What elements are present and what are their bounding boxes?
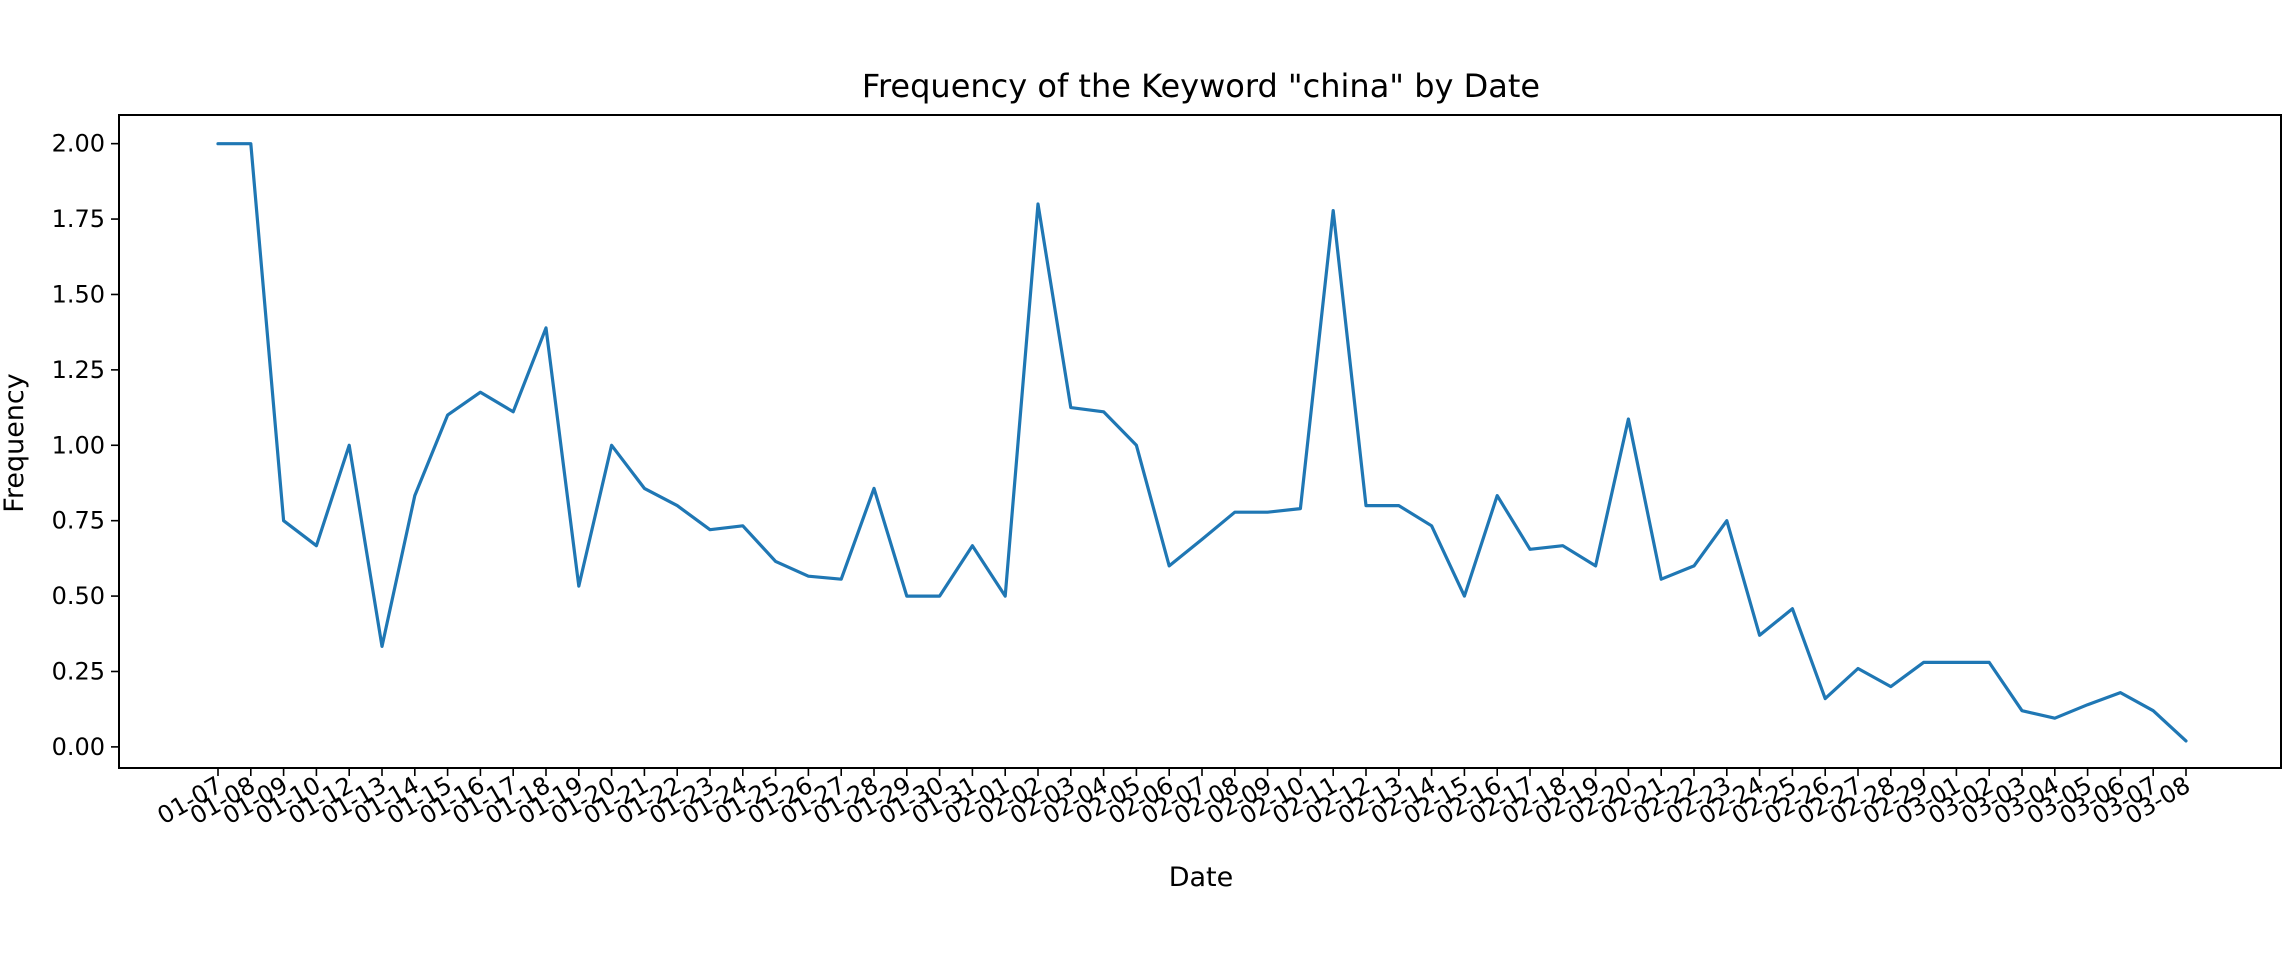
y-tick-label: 0.50: [52, 582, 105, 610]
y-axis: 0.00 0.25 0.50 0.75 1.00 1.25 1.50 1.75 2.00: [52, 130, 119, 761]
y-tick-label: 1.75: [52, 205, 105, 233]
y-tick-label: 1.00: [52, 431, 105, 459]
x-axis-label: Date: [1169, 862, 1234, 893]
y-tick-label: 0.25: [52, 657, 105, 685]
y-tick-label: 1.50: [52, 280, 105, 308]
y-tick-label: 1.25: [52, 356, 105, 384]
y-axis-label: Frequency: [0, 373, 30, 513]
y-tick-label: 2.00: [52, 130, 105, 158]
x-axis: 01-0701-0801-0901-1001-1201-1301-1401-15…: [153, 768, 2195, 830]
plot-area-frame: [118, 114, 2282, 769]
chart-title: Frequency of the Keyword "china" by Date: [862, 67, 1540, 105]
y-tick-label: 0.00: [52, 733, 105, 761]
y-tick-label: 0.75: [52, 507, 105, 535]
series-line: [216, 142, 2188, 743]
